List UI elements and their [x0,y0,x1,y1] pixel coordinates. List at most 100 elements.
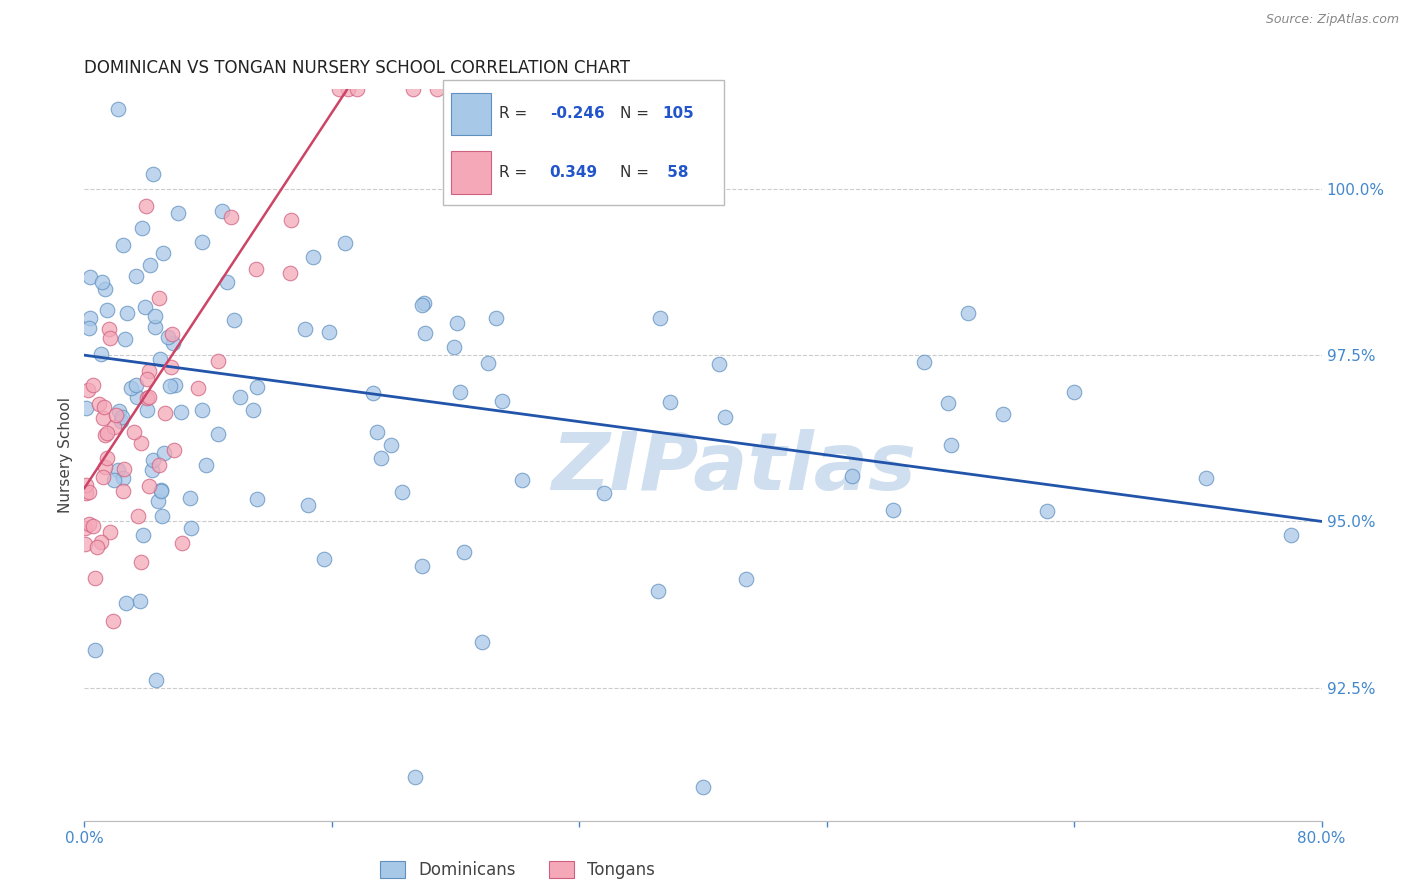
Point [148,291,170,305]
Point [346,82,368,96]
Point [131,528,153,542]
Point [413,326,436,341]
Point [153,406,176,420]
Text: DOMINICAN VS TONGAN NURSERY SCHOOL CORRELATION CHART: DOMINICAN VS TONGAN NURSERY SCHOOL CORRE… [84,59,630,77]
Text: ZIPatlas: ZIPatlas [551,429,917,508]
Point [142,167,165,181]
Point [111,471,134,485]
Point [94,281,117,295]
Point [138,479,160,493]
Point [709,357,731,371]
Point [991,407,1014,421]
Point [73,521,96,535]
Point [370,450,392,465]
Text: R =: R = [499,106,533,121]
Point [413,296,436,310]
Point [318,326,340,340]
Point [148,458,170,472]
Point [143,309,166,323]
Point [882,502,904,516]
Point [449,384,471,399]
Point [170,535,193,549]
Point [93,460,115,475]
Point [82,378,104,392]
Point [167,206,190,220]
Point [79,321,101,335]
Point [112,462,135,476]
Point [96,303,118,318]
Legend: Dominicans, Tongans: Dominicans, Tongans [373,854,662,886]
Point [841,469,863,483]
Point [593,486,616,500]
Point [86,540,108,554]
Point [453,544,475,558]
Point [191,403,214,417]
Point [426,82,449,96]
Point [219,210,242,224]
Point [94,428,117,442]
Point [170,405,193,419]
Text: N =: N = [620,106,654,121]
Point [122,425,145,439]
Point [180,521,202,535]
Point [229,390,252,404]
FancyBboxPatch shape [451,152,491,194]
Point [162,336,184,351]
Point [211,203,233,218]
Point [82,519,104,533]
Point [107,463,129,477]
Point [280,212,302,227]
Point [195,458,218,472]
Point [361,386,384,401]
Point [90,347,112,361]
Point [242,402,264,417]
Point [149,351,172,366]
Point [163,442,186,457]
Point [93,400,115,414]
Point [98,331,121,345]
Point [246,380,269,394]
Point [302,250,325,264]
Point [157,330,180,344]
Point [134,300,156,314]
Point [111,483,134,498]
Point [125,390,148,404]
Point [461,82,484,96]
Point [91,411,114,425]
Text: Source: ZipAtlas.com: Source: ZipAtlas.com [1265,13,1399,27]
Point [97,322,120,336]
Point [215,275,238,289]
Text: R =: R = [499,165,533,180]
Point [125,268,148,283]
Point [411,559,433,574]
Point [79,269,101,284]
Point [91,275,114,289]
Point [89,396,111,410]
Point [75,486,97,500]
Point [135,402,157,417]
Point [101,614,124,628]
Point [659,395,682,409]
Point [692,780,714,795]
Point [115,306,138,320]
Point [912,355,935,369]
Point [127,508,149,523]
Point [84,571,107,585]
Point [129,594,152,608]
Point [714,409,737,424]
Point [107,102,129,116]
Point [956,306,979,320]
Point [115,596,138,610]
Point [129,436,152,450]
Point [404,770,426,784]
Point [650,311,672,326]
Point [402,82,425,96]
Point [152,446,174,460]
Point [380,438,402,452]
Point [110,414,132,428]
Point [142,453,165,467]
Point [446,316,468,330]
Point [90,535,112,549]
Point [138,364,160,378]
Text: 58: 58 [662,165,689,180]
